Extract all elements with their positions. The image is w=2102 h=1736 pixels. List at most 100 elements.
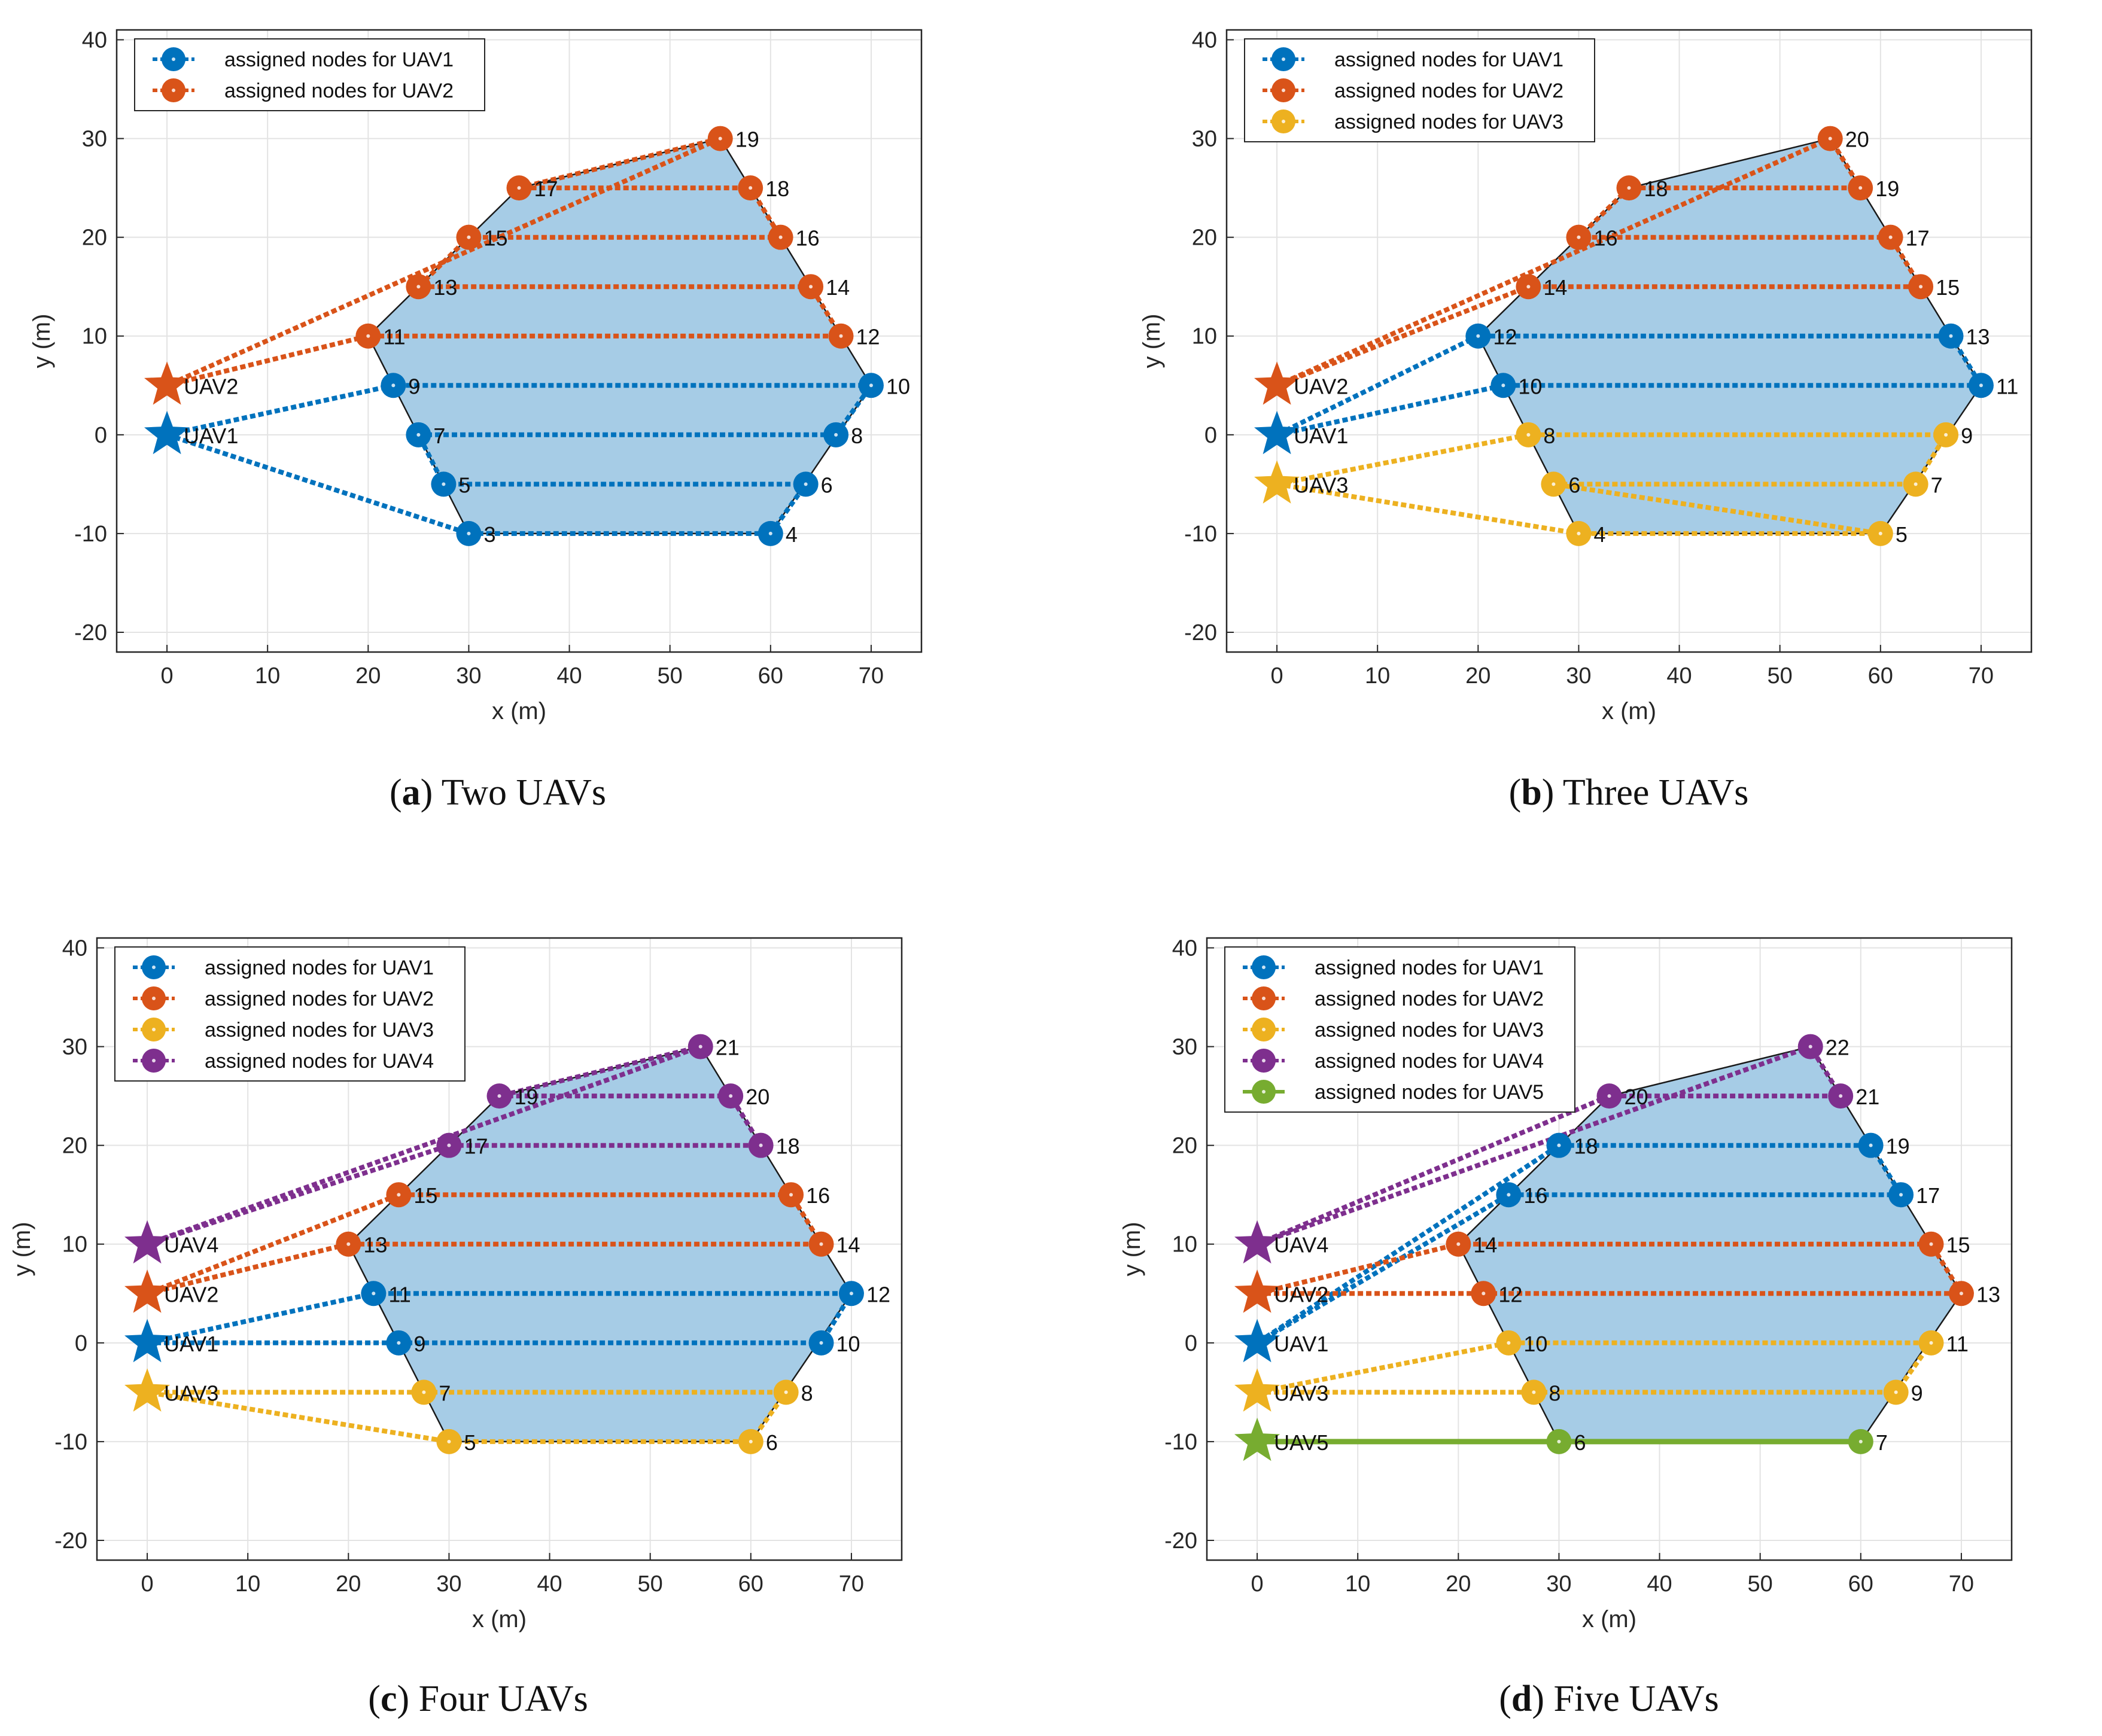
uav-start-star — [1254, 361, 1300, 405]
uav-start-star — [144, 361, 190, 405]
node-label: 17 — [534, 176, 558, 201]
x-axis-label: x (m) — [1582, 1606, 1636, 1633]
legend-marker-center — [152, 997, 156, 1000]
axes-box — [1225, 29, 2033, 653]
legend-marker-center — [152, 1059, 156, 1062]
node-marker-center — [784, 1390, 788, 1394]
x-axis-label: x (m) — [1602, 698, 1656, 724]
caption-letter: c — [381, 1679, 397, 1719]
node-marker-center — [809, 285, 813, 289]
node-label: 15 — [483, 226, 507, 251]
panel-caption: (c) Four UAVs — [368, 1679, 588, 1719]
caption-text: Three UAVs — [1563, 772, 1749, 813]
uav-label: UAV1 — [164, 1332, 218, 1356]
node-marker-center — [1507, 1341, 1511, 1345]
legend-entry: assigned nodes for UAV2 — [1315, 988, 1544, 1010]
node-marker-center — [804, 482, 808, 486]
uav-start-star — [144, 410, 190, 455]
node-label: 19 — [735, 127, 759, 152]
caption-text: Four UAVs — [419, 1679, 588, 1719]
node-marker-center — [789, 1193, 793, 1197]
node-marker-center — [366, 334, 370, 338]
legend-entry: assigned nodes for UAV5 — [1315, 1081, 1544, 1104]
legend-entry: assigned nodes for UAV2 — [1334, 80, 1563, 102]
uav-start-star — [1234, 1269, 1280, 1313]
uav-start-star — [124, 1318, 171, 1363]
uav-label: UAV2 — [1274, 1282, 1328, 1306]
node-marker-center — [1577, 531, 1581, 535]
legend-entry: assigned nodes for UAV3 — [1334, 111, 1563, 133]
node-label: 9 — [1911, 1381, 1923, 1405]
node-marker-center — [391, 383, 396, 388]
node-marker-center — [718, 136, 722, 141]
uav-label: UAV5 — [1274, 1430, 1328, 1455]
y-tick-label: 20 — [1192, 226, 1217, 251]
uav-label: UAV2 — [164, 1282, 218, 1306]
node-label: 16 — [806, 1183, 830, 1208]
panel-caption: (b) Three UAVs — [1509, 772, 1749, 813]
legend-marker-center — [1282, 120, 1285, 123]
node-marker-center — [397, 1193, 401, 1197]
path-uav3 — [1276, 432, 1949, 536]
node-label: 22 — [1826, 1035, 1849, 1060]
uav-label: UAV1 — [184, 424, 238, 448]
x-tick-label: 60 — [1848, 1571, 1873, 1597]
y-tick-label: 30 — [62, 1035, 87, 1060]
node-label: 7 — [1876, 1430, 1888, 1455]
legend-entry: assigned nodes for UAV2 — [224, 80, 454, 102]
node-marker-center — [1919, 285, 1923, 289]
x-tick-label: 60 — [758, 663, 783, 689]
y-tick-label: 0 — [1185, 1331, 1197, 1356]
node-label: 12 — [1498, 1282, 1522, 1306]
node-label: 17 — [464, 1134, 488, 1159]
node-marker-center — [467, 235, 471, 239]
node-label: 21 — [716, 1035, 740, 1060]
node-label: 13 — [433, 275, 457, 300]
x-tick-label: 10 — [1345, 1571, 1370, 1597]
node-marker-center — [372, 1292, 376, 1296]
node-label: 19 — [1886, 1134, 1910, 1159]
caption-letter: a — [402, 772, 421, 813]
node-marker-center — [1869, 1143, 1873, 1147]
node-marker-center — [416, 285, 421, 289]
y-tick-label: 20 — [1172, 1134, 1197, 1159]
y-axis-label: y (m) — [29, 313, 55, 368]
uav-start-star — [1234, 1417, 1280, 1461]
node-marker-center — [1929, 1341, 1933, 1345]
y-tick-label: -10 — [1164, 1430, 1197, 1455]
legend-marker-center — [1262, 997, 1266, 1000]
node-marker-center — [729, 1094, 733, 1098]
node-label: 8 — [1543, 424, 1555, 448]
node-label: 10 — [1523, 1332, 1547, 1356]
node-marker-center — [1577, 235, 1581, 239]
node-label: 20 — [1625, 1085, 1648, 1109]
y-tick-label: 10 — [1192, 324, 1217, 349]
y-tick-label: 0 — [75, 1331, 87, 1356]
x-tick-label: 20 — [355, 663, 381, 689]
y-tick-label: 40 — [1172, 936, 1197, 961]
path-uav1 — [1276, 333, 1984, 437]
node-marker-center — [1878, 531, 1882, 535]
node-label: 4 — [1593, 522, 1605, 547]
x-tick-label: 10 — [235, 1571, 260, 1597]
x-tick-label: 60 — [738, 1571, 763, 1597]
node-marker-center — [819, 1341, 823, 1345]
node-marker-center — [698, 1044, 702, 1049]
node-marker-center — [1557, 1439, 1561, 1443]
y-tick-label: 40 — [62, 936, 87, 961]
node-label: 10 — [1518, 374, 1542, 398]
y-tick-label: 20 — [62, 1134, 87, 1159]
node-label: 9 — [413, 1332, 425, 1356]
y-tick-label: 10 — [1172, 1232, 1197, 1257]
panel-caption: (d) Five UAVs — [1499, 1679, 1718, 1719]
caption-paren-open: ( — [1499, 1679, 1511, 1719]
node-label: 20 — [746, 1085, 769, 1109]
y-axis-label: y (m) — [9, 1222, 35, 1276]
y-tick-label: 40 — [1192, 28, 1217, 53]
legend-entry: assigned nodes for UAV1 — [1334, 48, 1563, 71]
legend-entry: assigned nodes for UAV1 — [224, 48, 454, 71]
uav-start-star — [1234, 1318, 1280, 1363]
node-label: 15 — [1946, 1233, 1970, 1257]
x-tick-label: 40 — [537, 1571, 562, 1597]
node-label: 13 — [363, 1233, 387, 1257]
